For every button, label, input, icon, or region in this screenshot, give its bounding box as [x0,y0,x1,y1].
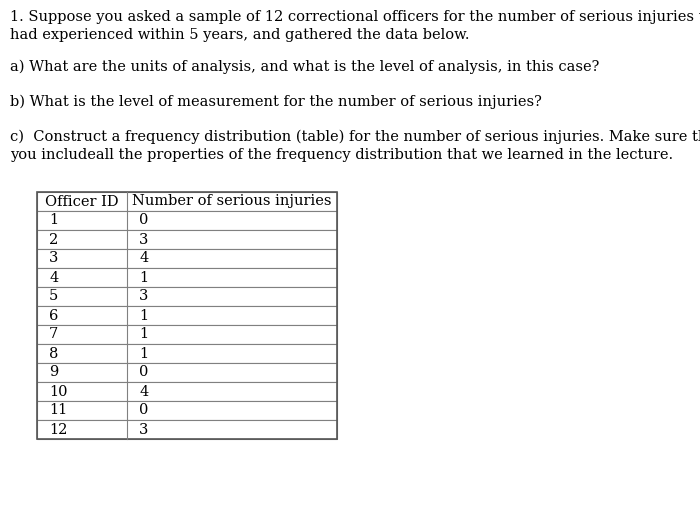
Text: 1: 1 [139,328,148,341]
Bar [37,363,337,382]
Bar [37,230,337,249]
Text: 1: 1 [139,346,148,361]
Text: 4: 4 [49,271,58,284]
Text: 1: 1 [49,214,58,227]
Text: 9: 9 [49,366,58,379]
Bar [37,192,337,439]
Bar [37,192,337,211]
Text: 3: 3 [139,232,148,246]
Text: 8: 8 [49,346,58,361]
Text: 11: 11 [49,403,67,418]
Bar [37,306,337,325]
Bar [37,382,337,401]
Text: b) What is the level of measurement for the number of serious injuries?: b) What is the level of measurement for … [10,95,542,110]
Text: 1: 1 [139,271,148,284]
Text: Officer ID: Officer ID [46,194,119,209]
Text: 3: 3 [139,289,148,304]
Text: 4: 4 [139,384,148,398]
Text: 10: 10 [49,384,67,398]
Text: 0: 0 [139,214,148,227]
Text: you includeall the properties of the frequency distribution that we learned in t: you includeall the properties of the fre… [10,148,673,162]
Text: 0: 0 [139,403,148,418]
Text: 3: 3 [139,423,148,436]
Bar [37,420,337,439]
Text: 2: 2 [49,232,58,246]
Text: 12: 12 [49,423,67,436]
Bar [37,287,337,306]
Text: 1: 1 [139,309,148,323]
Text: 7: 7 [49,328,58,341]
Bar [37,211,337,230]
Text: c)  Construct a frequency distribution (table) for the number of serious injurie: c) Construct a frequency distribution (t… [10,130,700,144]
Text: 5: 5 [49,289,58,304]
Text: had experienced within 5 years, and gathered the data below.: had experienced within 5 years, and gath… [10,28,470,42]
Text: Number of serious injuries: Number of serious injuries [132,194,332,209]
Bar [37,325,337,344]
Bar [37,401,337,420]
Text: 3: 3 [49,251,58,266]
Text: 0: 0 [139,366,148,379]
Text: 6: 6 [49,309,58,323]
Text: 4: 4 [139,251,148,266]
Bar [37,344,337,363]
Bar [37,268,337,287]
Text: a) What are the units of analysis, and what is the level of analysis, in this ca: a) What are the units of analysis, and w… [10,60,599,74]
Bar [37,249,337,268]
Text: 1. Suppose you asked a sample of 12 correctional officers for the number of seri: 1. Suppose you asked a sample of 12 corr… [10,10,700,24]
